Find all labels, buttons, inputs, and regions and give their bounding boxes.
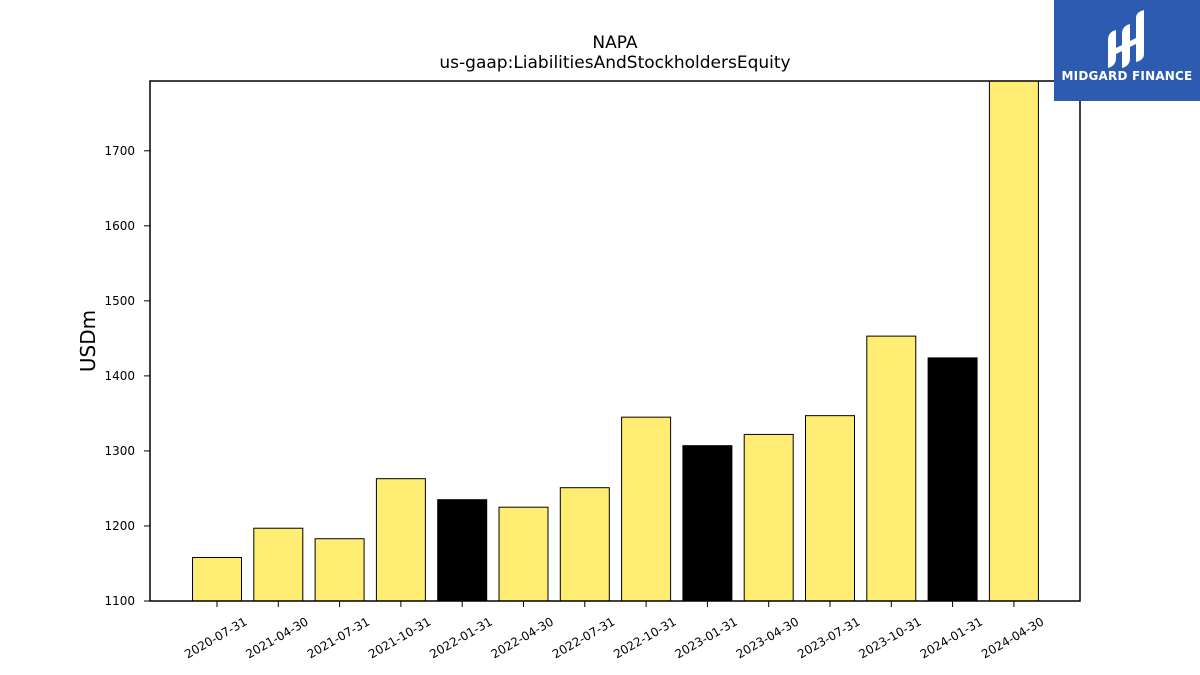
- x-ticks-group: 2020-07-312021-04-302021-07-312021-10-31…: [182, 601, 1046, 661]
- y-tick-label: 1600: [104, 219, 135, 233]
- bar-2021-10-31: [375, 478, 426, 602]
- bar-2020-07-31: [192, 556, 242, 602]
- chart-title: NAPA: [592, 33, 638, 53]
- x-tick-label: 2022-04-30: [489, 614, 556, 661]
- bar-2022-01-31: [437, 499, 488, 602]
- x-tick-label: 2022-07-31: [550, 614, 617, 661]
- y-tick-label: 1100: [104, 594, 135, 608]
- x-tick-label: 2023-01-31: [672, 614, 739, 661]
- plot-frame: [149, 80, 1081, 602]
- x-tick-label: 2021-04-30: [243, 614, 310, 661]
- bar-2022-04-30: [498, 506, 549, 602]
- bar-2023-01-31: [682, 445, 733, 602]
- y-ticks-group: 1100 1200 1300 1400 1500 1600 1700: [104, 144, 150, 608]
- y-tick-label: 1700: [104, 144, 135, 158]
- bar-2023-10-31: [866, 335, 917, 602]
- logo-mark-icon: [1108, 10, 1144, 68]
- chart-subtitle: us-gaap:LiabilitiesAndStockholdersEquity: [439, 53, 790, 73]
- x-tick-label: 2023-04-30: [734, 614, 801, 661]
- x-tick-label: 2023-10-31: [856, 614, 923, 661]
- bar-2021-04-30: [253, 527, 304, 602]
- bar-2024-01-31: [927, 357, 978, 602]
- bar-2022-07-31: [559, 487, 610, 602]
- x-tick-label: 2022-01-31: [427, 614, 494, 661]
- midgard-finance-logo: MIDGARD FINANCE: [1054, 0, 1200, 101]
- x-tick-label: 2021-10-31: [366, 614, 433, 661]
- x-tick-label: 2020-07-31: [182, 614, 249, 661]
- bar-2023-04-30: [743, 433, 794, 602]
- y-tick-label: 1400: [104, 369, 135, 383]
- x-tick-label: 2024-04-30: [979, 614, 1046, 661]
- y-tick-label: 1200: [104, 519, 135, 533]
- y-tick-label: 1500: [104, 294, 135, 308]
- y-axis-label: USDm: [76, 310, 100, 372]
- logo-text: MIDGARD FINANCE: [1061, 69, 1193, 83]
- bars-group: [192, 80, 1039, 602]
- bar-2024-04-30: [988, 80, 1039, 602]
- x-tick-label: 2023-07-31: [795, 614, 862, 661]
- y-tick-label: 1300: [104, 444, 135, 458]
- x-tick-label: 2024-01-31: [918, 614, 985, 661]
- x-tick-label: 2021-07-31: [305, 614, 372, 661]
- x-tick-label: 2022-10-31: [611, 614, 678, 661]
- bar-2023-07-31: [805, 415, 855, 602]
- bar-2021-07-31: [314, 538, 365, 602]
- bar-2022-10-31: [621, 416, 672, 602]
